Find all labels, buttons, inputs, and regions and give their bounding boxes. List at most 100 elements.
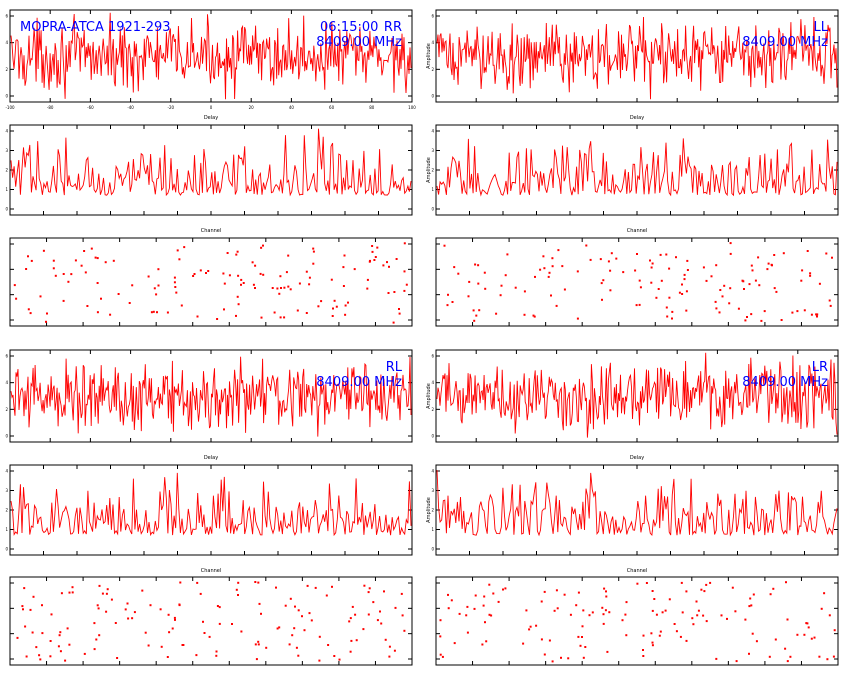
phase-point [13,284,16,287]
phase-point [174,618,176,621]
phase-point [283,286,286,289]
phase-point [599,258,602,261]
x-tick-label: 100 [408,105,416,110]
phase-point [522,642,525,645]
phase-point [237,594,239,596]
phase-point [492,592,495,595]
phase-point [555,589,558,592]
phase-point [257,640,260,643]
phase-point [729,252,732,255]
phase-point [84,271,87,274]
x-tick-label: -60 [87,105,94,110]
phase-point [235,588,238,591]
phase-point [680,581,683,584]
phase-point [826,658,829,661]
x-tick-label: 80 [369,105,375,110]
phase-point [473,607,476,610]
y-tick-label: 2 [431,508,434,513]
phase-point [439,619,442,622]
phase-point [196,581,199,584]
phase-point [57,645,60,648]
phase-point [809,274,812,277]
phase-point [387,292,390,294]
phase-point [615,257,618,260]
y-tick-label: 1 [431,527,434,532]
phase-point [543,653,546,656]
phase-point [124,608,127,611]
phase-point [542,255,545,258]
phase-point [203,632,206,634]
phase-point [52,267,55,270]
phase-point [642,649,644,651]
axes-frame [435,349,839,443]
series-trace [436,470,838,537]
phase-point [744,319,747,322]
y-tick-label: 4 [5,380,8,385]
phase-point [709,581,712,584]
y-tick-label: 1 [431,187,434,192]
phase-point [653,598,656,600]
y-tick-label: 4 [5,129,8,134]
phase-point [734,610,737,613]
phase-point [604,609,607,612]
phase-point [483,271,486,274]
phase-point [678,291,681,294]
phase-point [715,657,718,660]
phase-point [173,281,176,284]
phase-point [650,632,653,635]
phase-point [601,606,604,609]
phase-point [748,652,750,655]
phase-point [127,617,130,620]
x-axis-label: Channel [627,228,648,234]
phase-point [477,282,480,285]
phase-point [625,634,628,637]
y-axis-label: Amplitude [426,497,432,523]
phase-point [608,611,611,614]
phase-point [25,655,28,658]
phase-point [240,630,243,633]
phase-point [318,659,321,662]
phase-point [155,293,158,296]
phase-point [131,617,134,620]
phase-point [786,660,789,663]
phase-point [83,250,86,252]
phase-point [222,272,225,275]
phase-point [555,304,558,307]
phase-point [634,269,637,272]
phase-point [488,583,491,586]
phase-point [763,310,766,313]
phase-point [271,287,274,289]
phase-point [720,614,723,617]
phase-point [621,619,624,622]
phase-point [83,652,86,655]
x-tick-label: -100 [5,105,15,110]
phase-point [388,645,391,648]
phase-point [816,315,818,318]
phase-point [349,617,352,620]
phase-point [767,262,770,265]
phase-point [71,591,74,594]
phase-point [749,597,752,600]
phase-point [651,262,654,265]
y-tick-label: 4 [431,129,434,134]
phase-point [451,301,454,303]
phase-point [398,308,400,310]
phase-point [639,286,642,289]
phase-point [330,278,333,281]
phase-point [59,650,62,653]
phase-point [681,293,684,295]
x-axis-label: Delay [204,455,218,461]
y-axis-label: Amplitude [426,157,432,183]
phase-point [809,272,812,275]
phase-point [556,607,559,610]
phase-point [668,598,671,601]
phase-point [168,631,171,634]
y-tick-label: 3 [5,488,8,493]
phase-point [68,643,71,646]
phase-point [702,266,705,269]
phase-point [668,296,671,299]
phase-point [581,625,584,628]
phase-point [750,604,753,607]
phase-point [273,311,276,314]
phase-point [785,581,787,584]
